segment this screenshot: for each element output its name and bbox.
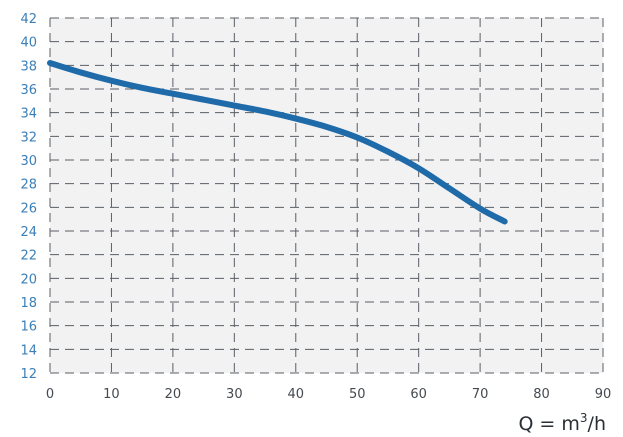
- x-tick-label: 50: [349, 387, 366, 402]
- y-axis-ticks: 12 14 16 18 20 22 24 26 28 30 32 34 36 38 40 42: [20, 12, 37, 382]
- series-group: [47, 59, 508, 225]
- grid: [49, 17, 604, 374]
- y-tick-label: 42: [20, 12, 37, 27]
- y-tick-label: 36: [20, 83, 37, 98]
- y-tick-label: 40: [20, 36, 37, 51]
- y-tick-label: 18: [20, 296, 37, 311]
- y-tick-label: 20: [20, 272, 37, 287]
- x-axis-ticks: 0 10 20 30 40 50 60 70 80 90: [46, 387, 611, 402]
- y-tick-label: 12: [20, 367, 37, 382]
- y-tick-label: 28: [20, 178, 37, 193]
- plot-area: [50, 18, 603, 373]
- x-tick-label: 20: [165, 387, 182, 402]
- y-tick-label: 32: [20, 130, 37, 145]
- x-tick-label: 40: [288, 387, 305, 402]
- x-axis-label: Q = m3/h: [518, 411, 606, 435]
- y-tick-label: 30: [20, 154, 37, 169]
- y-tick-label: 26: [20, 201, 37, 216]
- x-tick-label: 0: [46, 387, 54, 402]
- x-tick-label: 80: [533, 387, 550, 402]
- y-tick-label: 22: [20, 249, 37, 264]
- series-line: [47, 59, 508, 225]
- x-tick-label: 10: [103, 387, 120, 402]
- y-tick-label: 34: [20, 107, 37, 122]
- y-tick-label: 24: [20, 225, 37, 240]
- x-tick-label: 60: [410, 387, 427, 402]
- y-tick-label: 38: [20, 59, 37, 74]
- y-tick-label: 14: [20, 343, 37, 358]
- x-tick-label: 90: [595, 387, 612, 402]
- x-tick-label: 30: [226, 387, 243, 402]
- y-tick-label: 16: [20, 320, 37, 335]
- x-tick-label: 70: [472, 387, 489, 402]
